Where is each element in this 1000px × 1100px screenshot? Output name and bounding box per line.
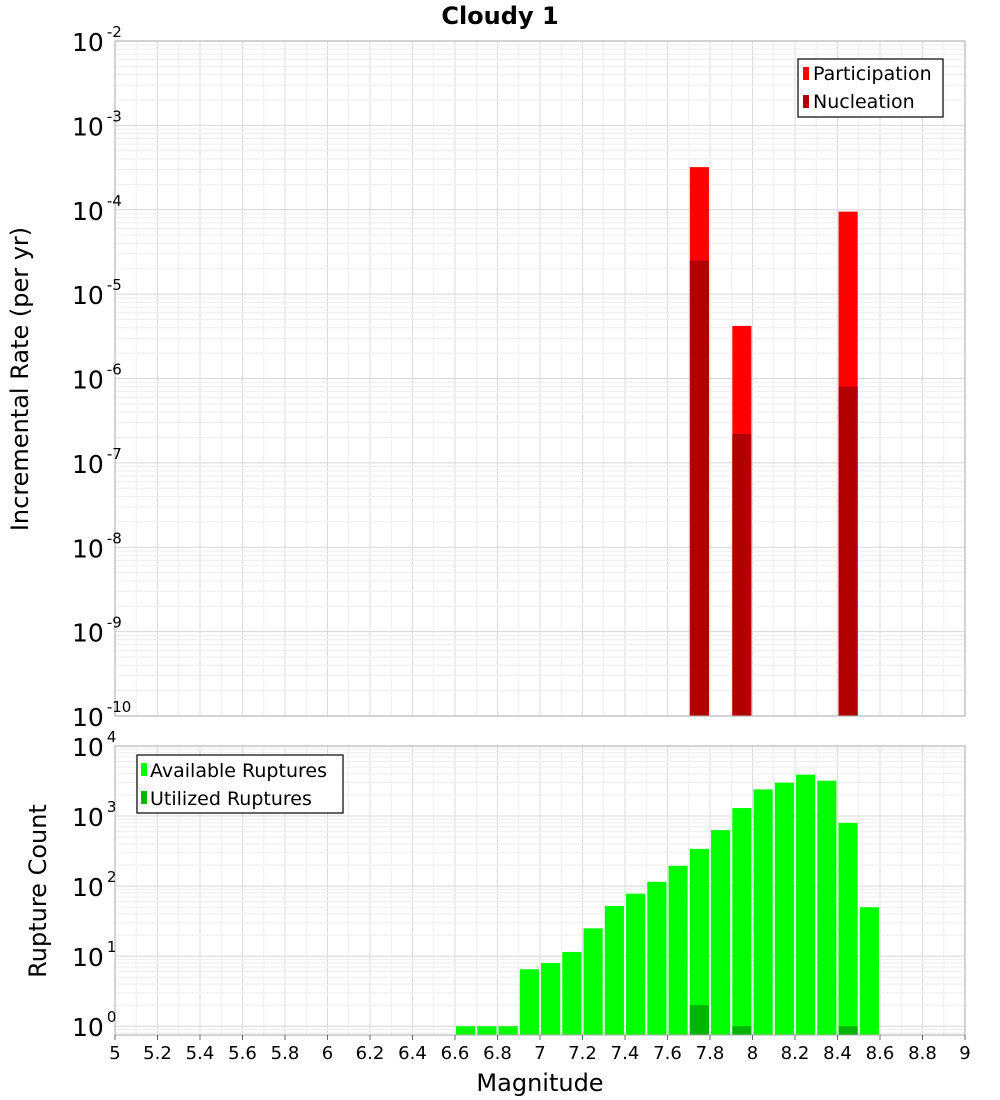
legend-label-nucleation: Nucleation [813,91,915,113]
x-tick-label: 9 [959,1043,970,1064]
bar-available-ruptures [626,893,646,1035]
bar-available-ruptures [668,865,688,1035]
bar-available-ruptures [859,907,879,1035]
bar-available-ruptures [541,962,561,1035]
top-grid [114,41,966,717]
bar-available-ruptures [711,830,731,1035]
y-tick-label: 10 2 [72,868,116,902]
bar-available-ruptures [456,1026,476,1035]
x-tick-label: 6 [322,1043,333,1064]
x-axis-label: Magnitude [476,1069,603,1097]
x-tick-label: 7.2 [568,1043,597,1064]
y-tick-label: 10 4 [72,728,116,762]
y-tick-label: 10 -5 [72,276,122,310]
x-tick-label: 6.4 [398,1043,427,1064]
x-tick-label: 6.8 [483,1043,512,1064]
bar-available-ruptures [732,808,752,1035]
legend-swatch-participation [803,67,809,80]
bar-available-ruptures [838,822,858,1035]
x-tick-label: 8.8 [908,1043,937,1064]
bar-available-ruptures [774,782,794,1035]
bar-nucleation [732,433,752,716]
y-tick-label: 10 -3 [72,107,122,141]
legend-label-available: Available Ruptures [150,760,327,782]
bar-available-ruptures [604,906,624,1035]
y-tick-label: 10 -4 [72,192,122,226]
x-tick-label: 6.6 [441,1043,470,1064]
x-tick-label: 5.6 [228,1043,257,1064]
top-y-axis-label: Incremental Rate (per yr) [6,227,34,531]
bar-nucleation [689,260,709,716]
bottom-bars [456,774,879,1035]
bottom-legend-box [136,754,344,814]
y-tick-label: 10 3 [72,798,116,832]
y-tick-label: 10 -10 [72,698,131,732]
x-tick-label: 6.2 [356,1043,385,1064]
legend-label-participation: Participation [813,63,932,85]
bar-nucleation [838,386,858,716]
chart-title: Cloudy 1 [441,2,558,30]
top-bars [689,167,858,716]
y-tick-label: 10 -2 [72,23,122,57]
legend-swatch-utilized [141,791,147,804]
bar-available-ruptures [519,969,539,1035]
x-tick-label: 5.8 [271,1043,300,1064]
legend-label-utilized: Utilized Ruptures [150,788,312,810]
bottom-y-axis-label: Rupture Count [24,804,52,978]
bar-available-ruptures [647,881,667,1035]
x-tick-label: 8.4 [823,1043,852,1064]
bar-available-ruptures [583,928,603,1035]
y-tick-label: 10 -8 [72,529,122,563]
top-y-ticks: 10-2 10-3 10-4 10-5 10-6 10-7 10-8 10-9 10-10 [72,23,131,732]
y-tick-label: 10 -9 [72,614,122,648]
bar-available-ruptures [498,1026,518,1035]
legend-swatch-nucleation [803,95,809,108]
bar-utilized-ruptures [689,1005,709,1035]
x-tick-label: 5.4 [186,1043,215,1064]
bar-available-ruptures [796,774,816,1035]
bar-available-ruptures [753,789,773,1035]
bar-available-ruptures [477,1026,497,1035]
x-tick-label: 8.6 [866,1043,895,1064]
x-tick-label: 7 [534,1043,545,1064]
y-tick-label: 10 1 [72,938,116,972]
x-tick-label: 8 [747,1043,758,1064]
bar-available-ruptures [817,780,837,1035]
bar-utilized-ruptures [732,1026,752,1035]
x-tick-label: 7.4 [611,1043,640,1064]
x-tick-label: 5.2 [143,1043,172,1064]
y-tick-label: 10 -7 [72,445,122,479]
top-plot-frame [114,40,966,717]
top-panel: 10-2 10-3 10-4 10-5 10-6 10-7 10-8 10-9 10-10 In… [6,23,966,732]
x-tick-label: 7.6 [653,1043,682,1064]
top-legend-box [797,58,944,118]
bar-available-ruptures [689,848,709,1035]
x-tick-label: 5 [109,1043,120,1064]
x-tick-label: 7.8 [696,1043,725,1064]
bottom-x-ticks: 5 5.2 5.4 5.6 5.8 6 6.2 6.4 6.6 6.8 7 7.2 7.4 7.6 7.8 8… [109,1035,971,1064]
x-tick-label: 8.2 [781,1043,810,1064]
y-tick-label: 10 0 [72,1008,116,1042]
top-legend: Participation Nucleation [797,58,944,118]
bar-available-ruptures [562,951,582,1035]
legend-swatch-available [141,763,147,776]
y-tick-label: 10 -6 [72,361,122,395]
bottom-legend: Available Ruptures Utilized Ruptures [136,754,344,814]
bar-utilized-ruptures [838,1026,858,1035]
